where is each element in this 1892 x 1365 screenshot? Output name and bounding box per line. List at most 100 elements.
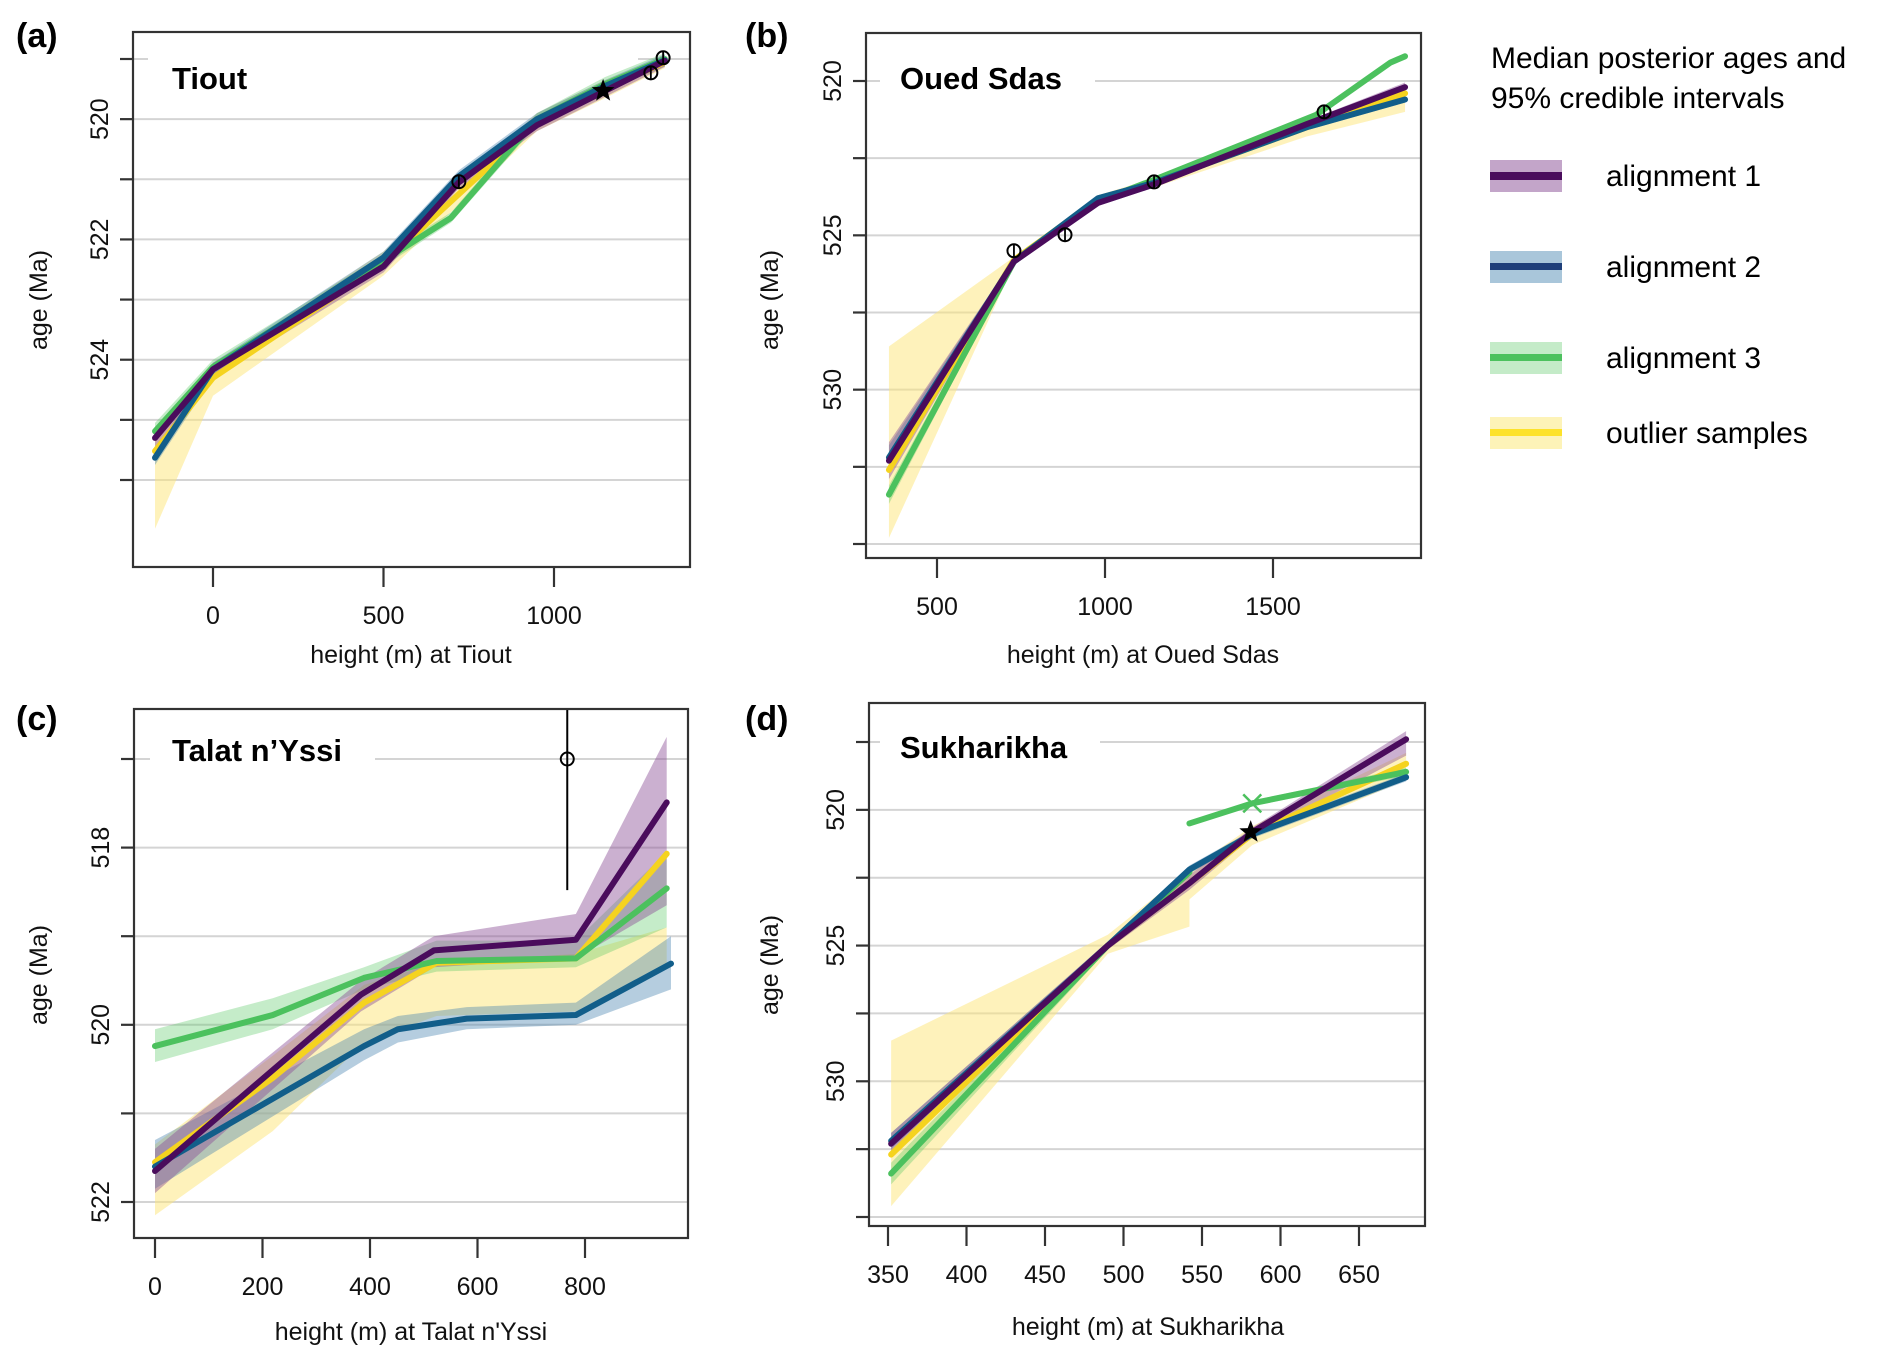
x-tick-label: 600 [1260, 1261, 1302, 1289]
x-tick-label: 1000 [1077, 593, 1133, 621]
credible-band-out [155, 927, 667, 1216]
x-tick-label: 400 [946, 1261, 988, 1289]
x-tick-label: 1500 [1245, 593, 1301, 621]
credible-band-a2 [155, 54, 665, 465]
median-line-a1 [888, 736, 1410, 1147]
panel-b-oued-sdas: (b) Oued Sdas 500 1000 1500 520 525 530 heig… [745, 17, 1423, 669]
x-tick-label: 500 [363, 602, 405, 630]
site-title: Tiout [172, 61, 247, 96]
x-axis-title: height (m) at Talat n'Yssi [275, 1318, 548, 1346]
panel-label: (b) [745, 17, 788, 55]
sample-circle-marker [1057, 227, 1073, 243]
legend-label: alignment 2 [1606, 251, 1761, 284]
panel-label: (c) [16, 700, 58, 738]
x-axis-title: height (m) at Sukharikha [1012, 1313, 1284, 1341]
panel-d-sukharikha: (d) Sukharikha 350 400 450 500 550 600 650 520… [745, 700, 1427, 1341]
y-tick-label: 530 [819, 369, 847, 411]
sample-markers [1239, 793, 1263, 842]
x-axis-title: height (m) at Tiout [310, 641, 512, 669]
y-tick-label: 522 [86, 219, 114, 261]
legend-title-line2: 95% credible intervals [1491, 82, 1784, 115]
title-background [148, 40, 638, 94]
median-line-a2 [152, 960, 674, 1170]
credible-bands [888, 53, 1406, 538]
legend-swatch-line [1490, 429, 1562, 436]
x-tick-label: 500 [1103, 1261, 1145, 1289]
credible-band-a1 [155, 54, 665, 447]
site-title: Sukharikha [900, 730, 1068, 765]
legend-item-outlier-samples: outlier samples [1490, 417, 1808, 450]
y-tick-label: 525 [819, 214, 847, 256]
x-tick-label: 400 [349, 1273, 391, 1301]
y-tick-label: 520 [819, 60, 847, 102]
gridlines [133, 58, 690, 481]
y-axis-title: age (Ma) [756, 915, 784, 1015]
y-axis-ticks: 520 525 530 [819, 60, 866, 546]
legend-label: outlier samples [1606, 417, 1808, 450]
median-line-a1 [885, 84, 1409, 464]
x-tick-label: 650 [1338, 1261, 1380, 1289]
credible-band-a2 [888, 96, 1406, 470]
plot-frame [867, 701, 1427, 1228]
x-tick-label: 350 [867, 1261, 909, 1289]
legend-item-alignment-3: alignment 3 [1490, 342, 1761, 375]
x-tick-label: 200 [242, 1273, 284, 1301]
sample-markers [1006, 104, 1332, 259]
x-axis-ticks: 0 200 400 600 800 [148, 1238, 606, 1301]
plot-frame [864, 31, 1423, 560]
x-axis-title: height (m) at Oued Sdas [1007, 641, 1279, 669]
y-axis-ticks: 520 522 524 [86, 57, 133, 482]
legend: Median posterior ages and 95% credible i… [1490, 42, 1846, 450]
cross-marker [1242, 793, 1263, 814]
y-axis-ticks: 518 520 522 [87, 757, 134, 1223]
y-tick-label: 530 [822, 1060, 850, 1102]
sample-circle-marker [643, 65, 659, 81]
y-axis-ticks: 520 525 530 [822, 740, 869, 1219]
median-line-out [885, 90, 1409, 473]
x-axis-ticks: 0 500 1000 [206, 567, 582, 630]
plot-frame [132, 707, 690, 1240]
x-tick-label: 500 [916, 593, 958, 621]
gridlines [869, 741, 1425, 1218]
median-lines [888, 736, 1410, 1177]
y-axis-title: age (Ma) [756, 250, 784, 350]
title-background [880, 718, 1100, 772]
x-tick-label: 550 [1181, 1261, 1223, 1289]
y-tick-label: 520 [822, 789, 850, 831]
site-title: Oued Sdas [900, 61, 1062, 96]
sample-markers [559, 709, 575, 891]
x-tick-label: 800 [564, 1273, 606, 1301]
panel-a-tiout: (a) Tiout 0 500 1000 520 522 524 height (m) … [16, 17, 692, 669]
median-lines [885, 53, 1409, 498]
star-marker [1239, 820, 1263, 842]
sample-circle-marker [1146, 174, 1162, 190]
panel-c-talat-nyssi: (c) Talat n’Yssi 0 200 400 600 800 518 520 522… [16, 700, 690, 1346]
sample-circle-marker [559, 751, 575, 767]
x-tick-label: 0 [148, 1273, 162, 1301]
median-line-a1 [152, 799, 670, 1174]
title-background [150, 726, 375, 780]
y-tick-label: 524 [86, 339, 114, 381]
legend-swatch-line [1490, 263, 1562, 270]
credible-band-out [155, 55, 665, 529]
panel-label: (d) [745, 700, 788, 738]
panel-label: (a) [16, 17, 58, 55]
y-axis-title: age (Ma) [25, 925, 53, 1025]
credible-band-out [888, 84, 1406, 538]
median-line-a2 [885, 96, 1409, 461]
sample-circle-marker [1006, 243, 1022, 259]
credible-band-out [891, 752, 1407, 1207]
median-line-out [152, 59, 668, 455]
gridlines [866, 80, 1421, 545]
sample-circle-marker [655, 50, 671, 66]
legend-swatch-line [1490, 354, 1562, 361]
site-title: Talat n’Yssi [172, 733, 342, 768]
y-tick-label: 520 [86, 98, 114, 140]
sample-circle-marker [451, 174, 467, 190]
legend-label: alignment 1 [1606, 160, 1761, 193]
x-tick-label: 1000 [526, 602, 582, 630]
y-tick-label: 522 [87, 1181, 115, 1223]
sample-markers [451, 50, 671, 190]
y-tick-label: 520 [87, 1004, 115, 1046]
